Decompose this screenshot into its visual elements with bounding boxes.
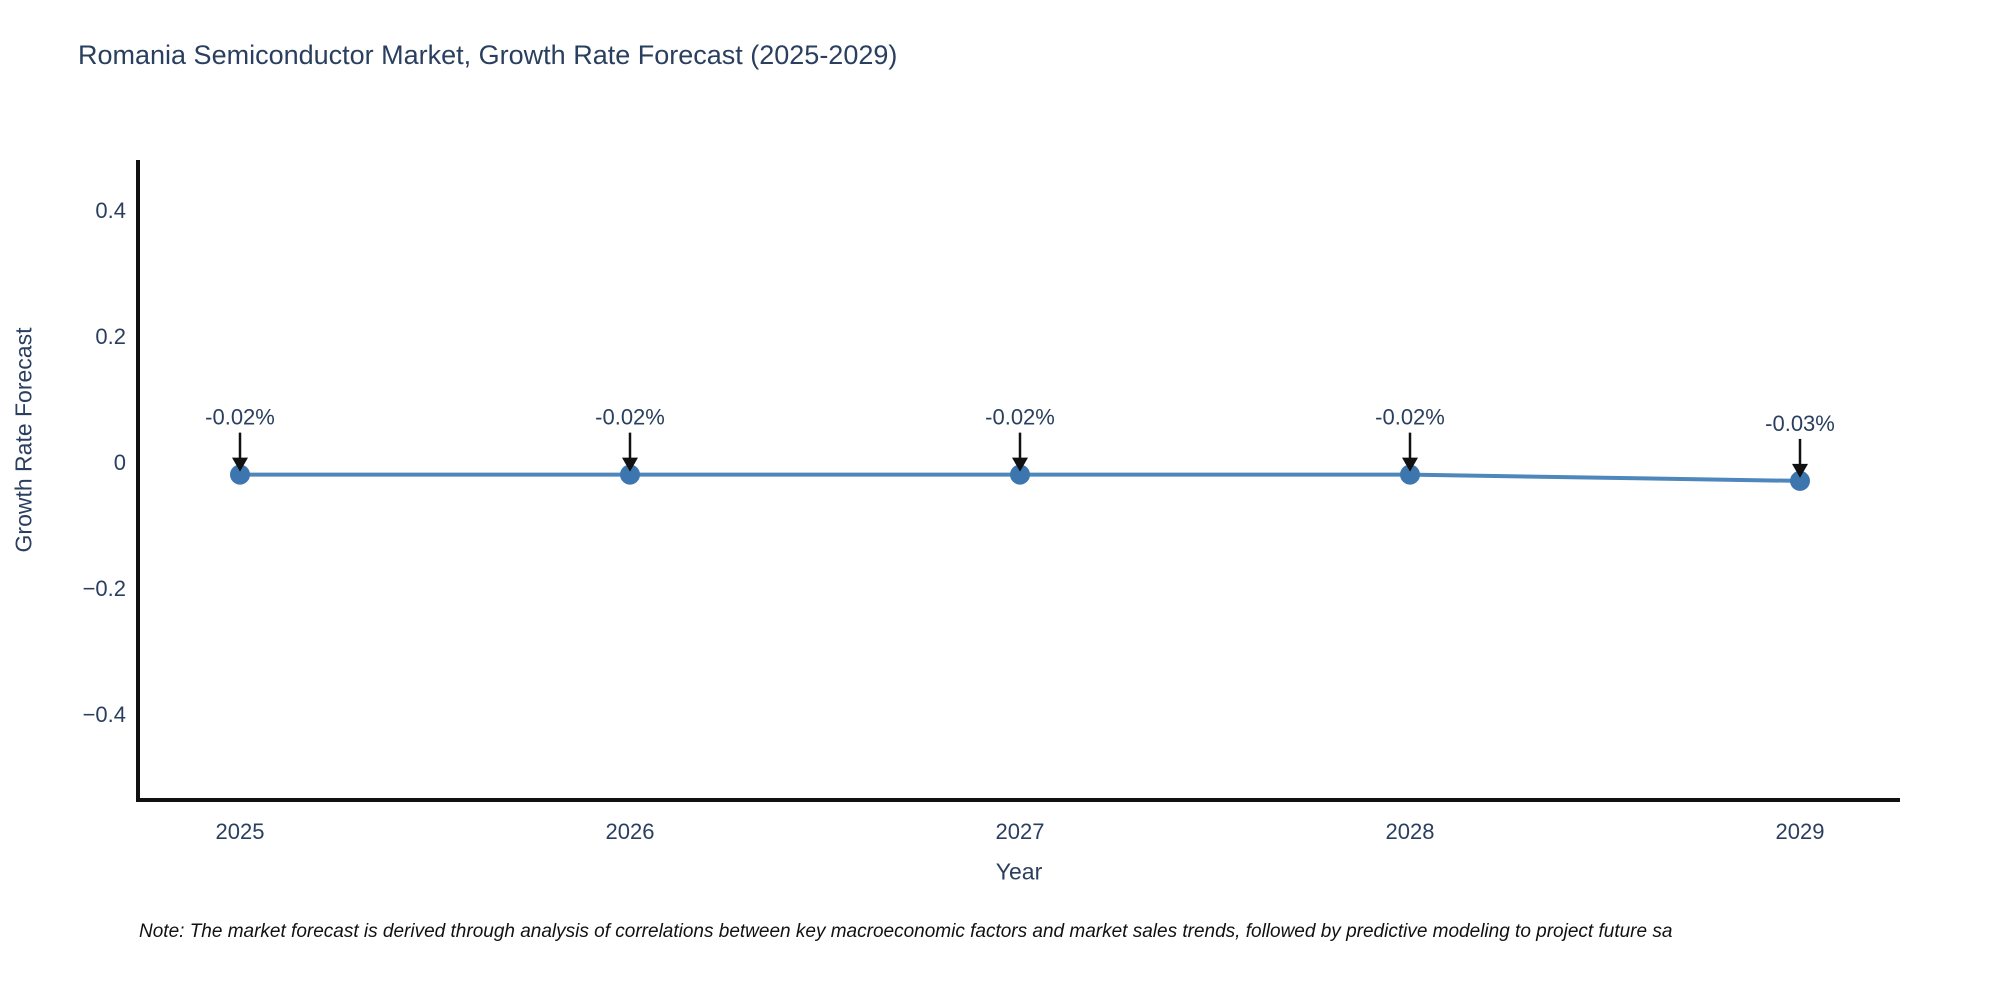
annotation-arrowhead-icon bbox=[232, 457, 248, 472]
x-tick-label: 2027 bbox=[996, 819, 1045, 844]
x-axis-title: Year bbox=[995, 858, 1043, 885]
footnote: Note: The market forecast is derived thr… bbox=[139, 921, 1673, 942]
y-tick-label: 0 bbox=[114, 450, 126, 475]
y-tick-label: −0.2 bbox=[83, 576, 126, 601]
data-point-marker[interactable] bbox=[620, 464, 640, 485]
x-tick-label: 2025 bbox=[216, 819, 265, 844]
annotation-arrowhead-icon bbox=[622, 457, 638, 472]
x-tick-label: 2029 bbox=[1776, 819, 1825, 844]
data-point-marker[interactable] bbox=[230, 464, 250, 485]
data-point-label: -0.02% bbox=[205, 405, 275, 430]
chart-title: Romania Semiconductor Market, Growth Rat… bbox=[78, 40, 898, 70]
y-tick-label: 0.2 bbox=[95, 324, 126, 349]
y-tick-label: 0.4 bbox=[95, 198, 126, 223]
data-point-marker[interactable] bbox=[1400, 464, 1420, 485]
annotation-arrowhead-icon bbox=[1402, 457, 1418, 472]
y-tick-label: −0.4 bbox=[83, 702, 126, 727]
y-axis-title: Growth Rate Forecast bbox=[10, 327, 37, 553]
data-point-marker[interactable] bbox=[1790, 470, 1810, 491]
data-point-label: -0.03% bbox=[1765, 411, 1835, 436]
annotation-arrowhead-icon bbox=[1012, 457, 1028, 472]
x-tick-label: 2026 bbox=[606, 819, 655, 844]
x-tick-label: 2028 bbox=[1386, 819, 1435, 844]
data-point-label: -0.02% bbox=[985, 405, 1055, 430]
annotation-arrowhead-icon bbox=[1792, 463, 1808, 478]
data-point-marker[interactable] bbox=[1010, 464, 1030, 485]
data-point-label: -0.02% bbox=[1375, 405, 1445, 430]
data-point-label: -0.02% bbox=[595, 405, 665, 430]
